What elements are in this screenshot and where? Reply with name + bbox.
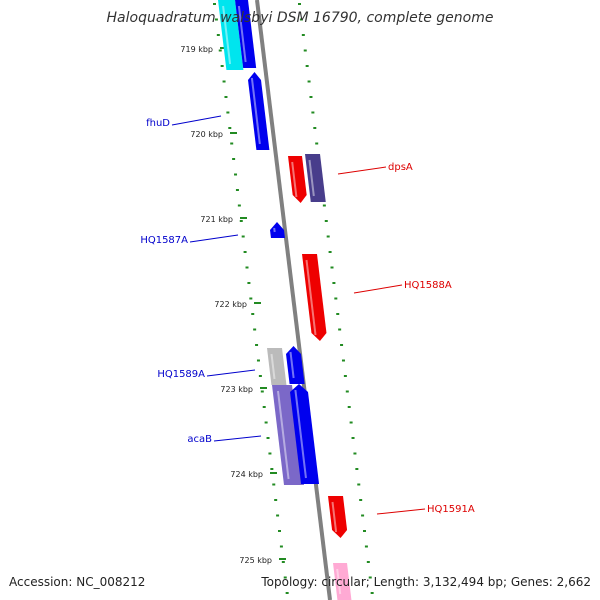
gene-label-leader (376, 508, 426, 515)
gene-feature[interactable] (288, 156, 307, 203)
ruler-label: 722 kbp (214, 300, 247, 309)
genome-backbone (255, 0, 332, 600)
gene-label-leader (337, 166, 387, 175)
gene-feature[interactable] (267, 348, 287, 385)
ruler-label: 724 kbp (230, 470, 263, 479)
ruler-label: 725 kbp (239, 556, 272, 565)
gene-feature[interactable] (248, 72, 270, 150)
gene-feature[interactable] (235, 0, 257, 68)
gene-label[interactable]: dpsA (388, 162, 413, 173)
accession-text: Accession: NC_008212 (9, 575, 146, 589)
gene-label[interactable]: HQ1591A (427, 504, 475, 515)
gene-label[interactable]: HQ1588A (404, 280, 452, 291)
ruler-label: 719 kbp (180, 45, 213, 54)
gene-feature[interactable] (218, 0, 244, 70)
gene-label-leader (189, 234, 239, 243)
map-title: Haloquadratum walsbyi DSM 16790, complet… (106, 10, 494, 26)
gene-label[interactable]: HQ1587A (140, 235, 188, 246)
gene-label-leader (353, 284, 403, 294)
gene-label[interactable]: acaB (187, 434, 212, 445)
ruler-label: 720 kbp (190, 130, 223, 139)
ruler-label: 721 kbp (200, 215, 233, 224)
gene-label-leader (213, 435, 262, 442)
gene-feature[interactable] (272, 385, 304, 485)
gene-feature[interactable] (333, 563, 352, 600)
gene-feature[interactable] (270, 222, 285, 238)
gene-feature[interactable] (286, 346, 305, 384)
gene-feature[interactable] (328, 496, 348, 538)
gene-feature[interactable] (305, 154, 326, 202)
topology-text: Topology: circular; Length: 3,132,494 bp… (261, 575, 591, 589)
ruler-label: 723 kbp (220, 385, 253, 394)
gene-feature[interactable] (302, 254, 327, 341)
gene-feature[interactable] (290, 384, 320, 484)
gene-label[interactable]: fhuD (146, 118, 170, 129)
gene-label[interactable]: HQ1589A (157, 369, 205, 380)
gene-label-leader (206, 369, 256, 377)
gene-label-leader (171, 115, 222, 126)
